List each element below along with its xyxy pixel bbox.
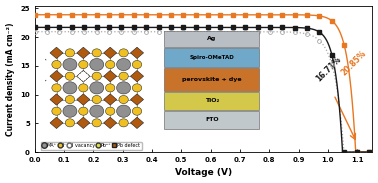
Text: 16.71%: 16.71% [314,54,343,83]
X-axis label: Voltage (V): Voltage (V) [175,168,232,178]
Text: 20.85%: 20.85% [339,49,368,77]
Legend: MA⁺, I⁻, I vacancy, Pb²⁺, Pb defect: MA⁺, I⁻, I vacancy, Pb²⁺, Pb defect [40,142,141,150]
Y-axis label: Current density (mA cm⁻²): Current density (mA cm⁻²) [6,22,15,136]
